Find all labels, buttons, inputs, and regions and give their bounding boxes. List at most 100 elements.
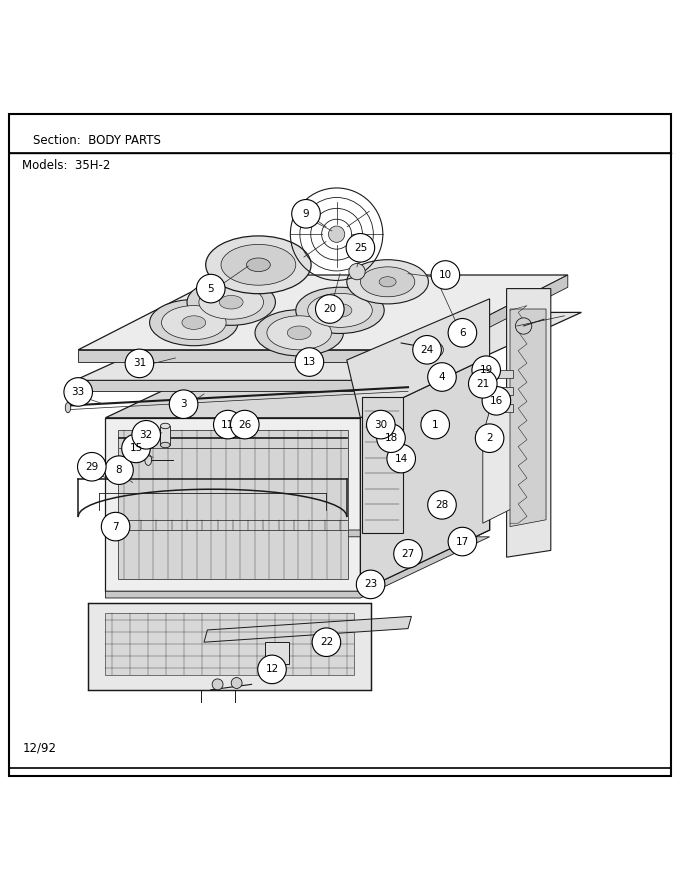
Circle shape bbox=[367, 410, 395, 439]
Circle shape bbox=[469, 369, 497, 398]
Text: 22: 22 bbox=[320, 637, 333, 647]
Circle shape bbox=[431, 261, 460, 289]
Text: 17: 17 bbox=[456, 537, 469, 546]
Text: 9: 9 bbox=[303, 209, 309, 219]
Polygon shape bbox=[88, 603, 371, 690]
Circle shape bbox=[428, 363, 456, 392]
Polygon shape bbox=[347, 299, 490, 417]
Circle shape bbox=[312, 628, 341, 657]
Circle shape bbox=[122, 434, 150, 463]
Text: 33: 33 bbox=[71, 387, 85, 397]
Ellipse shape bbox=[150, 299, 238, 345]
Ellipse shape bbox=[162, 305, 226, 340]
Ellipse shape bbox=[199, 285, 264, 320]
Text: 12: 12 bbox=[265, 665, 279, 675]
Circle shape bbox=[316, 295, 344, 323]
Text: 5: 5 bbox=[207, 284, 214, 294]
Circle shape bbox=[105, 456, 133, 484]
Text: Section:  BODY PARTS: Section: BODY PARTS bbox=[33, 134, 160, 147]
Ellipse shape bbox=[255, 310, 343, 356]
Circle shape bbox=[214, 410, 242, 439]
Polygon shape bbox=[493, 404, 513, 412]
Ellipse shape bbox=[267, 316, 332, 350]
Bar bbox=[160, 426, 170, 445]
Circle shape bbox=[482, 386, 511, 415]
Ellipse shape bbox=[360, 267, 415, 296]
Text: 4: 4 bbox=[439, 372, 445, 382]
Circle shape bbox=[101, 513, 130, 541]
Polygon shape bbox=[105, 357, 490, 417]
Circle shape bbox=[295, 348, 324, 376]
Text: 7: 7 bbox=[112, 522, 119, 531]
Polygon shape bbox=[265, 643, 289, 664]
Text: Models:  35H-2: Models: 35H-2 bbox=[22, 159, 111, 173]
Text: 3: 3 bbox=[180, 400, 187, 409]
Circle shape bbox=[387, 444, 415, 473]
Ellipse shape bbox=[187, 279, 275, 326]
Polygon shape bbox=[360, 357, 490, 591]
Polygon shape bbox=[105, 530, 490, 598]
Circle shape bbox=[212, 679, 223, 690]
Text: 18: 18 bbox=[384, 433, 398, 443]
Text: 6: 6 bbox=[459, 328, 466, 338]
Text: 13: 13 bbox=[303, 357, 316, 367]
Circle shape bbox=[421, 410, 449, 439]
Ellipse shape bbox=[182, 316, 205, 329]
Text: 11: 11 bbox=[221, 419, 235, 430]
Text: 28: 28 bbox=[435, 500, 449, 510]
Polygon shape bbox=[493, 370, 513, 378]
Polygon shape bbox=[483, 387, 530, 523]
Ellipse shape bbox=[246, 258, 270, 271]
Text: 8: 8 bbox=[116, 465, 122, 475]
Circle shape bbox=[448, 319, 477, 347]
Polygon shape bbox=[105, 613, 354, 675]
Polygon shape bbox=[75, 312, 581, 380]
Ellipse shape bbox=[205, 236, 311, 294]
Polygon shape bbox=[78, 275, 568, 350]
Circle shape bbox=[430, 343, 443, 357]
Circle shape bbox=[197, 274, 225, 303]
Polygon shape bbox=[360, 357, 490, 591]
Text: 32: 32 bbox=[139, 430, 153, 440]
Polygon shape bbox=[507, 288, 551, 557]
Text: 19: 19 bbox=[479, 365, 493, 376]
Ellipse shape bbox=[221, 245, 296, 285]
Ellipse shape bbox=[287, 326, 311, 340]
Ellipse shape bbox=[307, 294, 373, 328]
Ellipse shape bbox=[65, 402, 71, 413]
Circle shape bbox=[231, 410, 259, 439]
Ellipse shape bbox=[160, 442, 170, 448]
Text: 1: 1 bbox=[432, 419, 439, 430]
Circle shape bbox=[475, 424, 504, 452]
Circle shape bbox=[328, 226, 345, 242]
Text: 14: 14 bbox=[394, 454, 408, 464]
Polygon shape bbox=[118, 430, 348, 579]
Circle shape bbox=[132, 420, 160, 449]
Circle shape bbox=[448, 527, 477, 556]
Circle shape bbox=[515, 318, 532, 334]
Circle shape bbox=[349, 263, 365, 279]
Text: 23: 23 bbox=[364, 579, 377, 589]
Circle shape bbox=[258, 655, 286, 684]
Circle shape bbox=[394, 539, 422, 568]
Polygon shape bbox=[75, 380, 432, 391]
Circle shape bbox=[472, 356, 500, 384]
Circle shape bbox=[377, 424, 405, 452]
Polygon shape bbox=[105, 417, 360, 591]
Polygon shape bbox=[78, 350, 422, 362]
Text: 29: 29 bbox=[85, 462, 99, 472]
Text: 24: 24 bbox=[420, 344, 434, 355]
Ellipse shape bbox=[296, 287, 384, 334]
Ellipse shape bbox=[160, 424, 170, 429]
Circle shape bbox=[413, 336, 441, 364]
Circle shape bbox=[231, 677, 242, 689]
Text: 31: 31 bbox=[133, 359, 146, 368]
Text: 30: 30 bbox=[374, 419, 388, 430]
Text: 2: 2 bbox=[486, 433, 493, 443]
Text: 16: 16 bbox=[490, 396, 503, 406]
Polygon shape bbox=[204, 617, 411, 643]
Circle shape bbox=[356, 570, 385, 599]
Text: 25: 25 bbox=[354, 243, 367, 253]
Text: 15: 15 bbox=[129, 443, 143, 453]
Circle shape bbox=[292, 199, 320, 228]
